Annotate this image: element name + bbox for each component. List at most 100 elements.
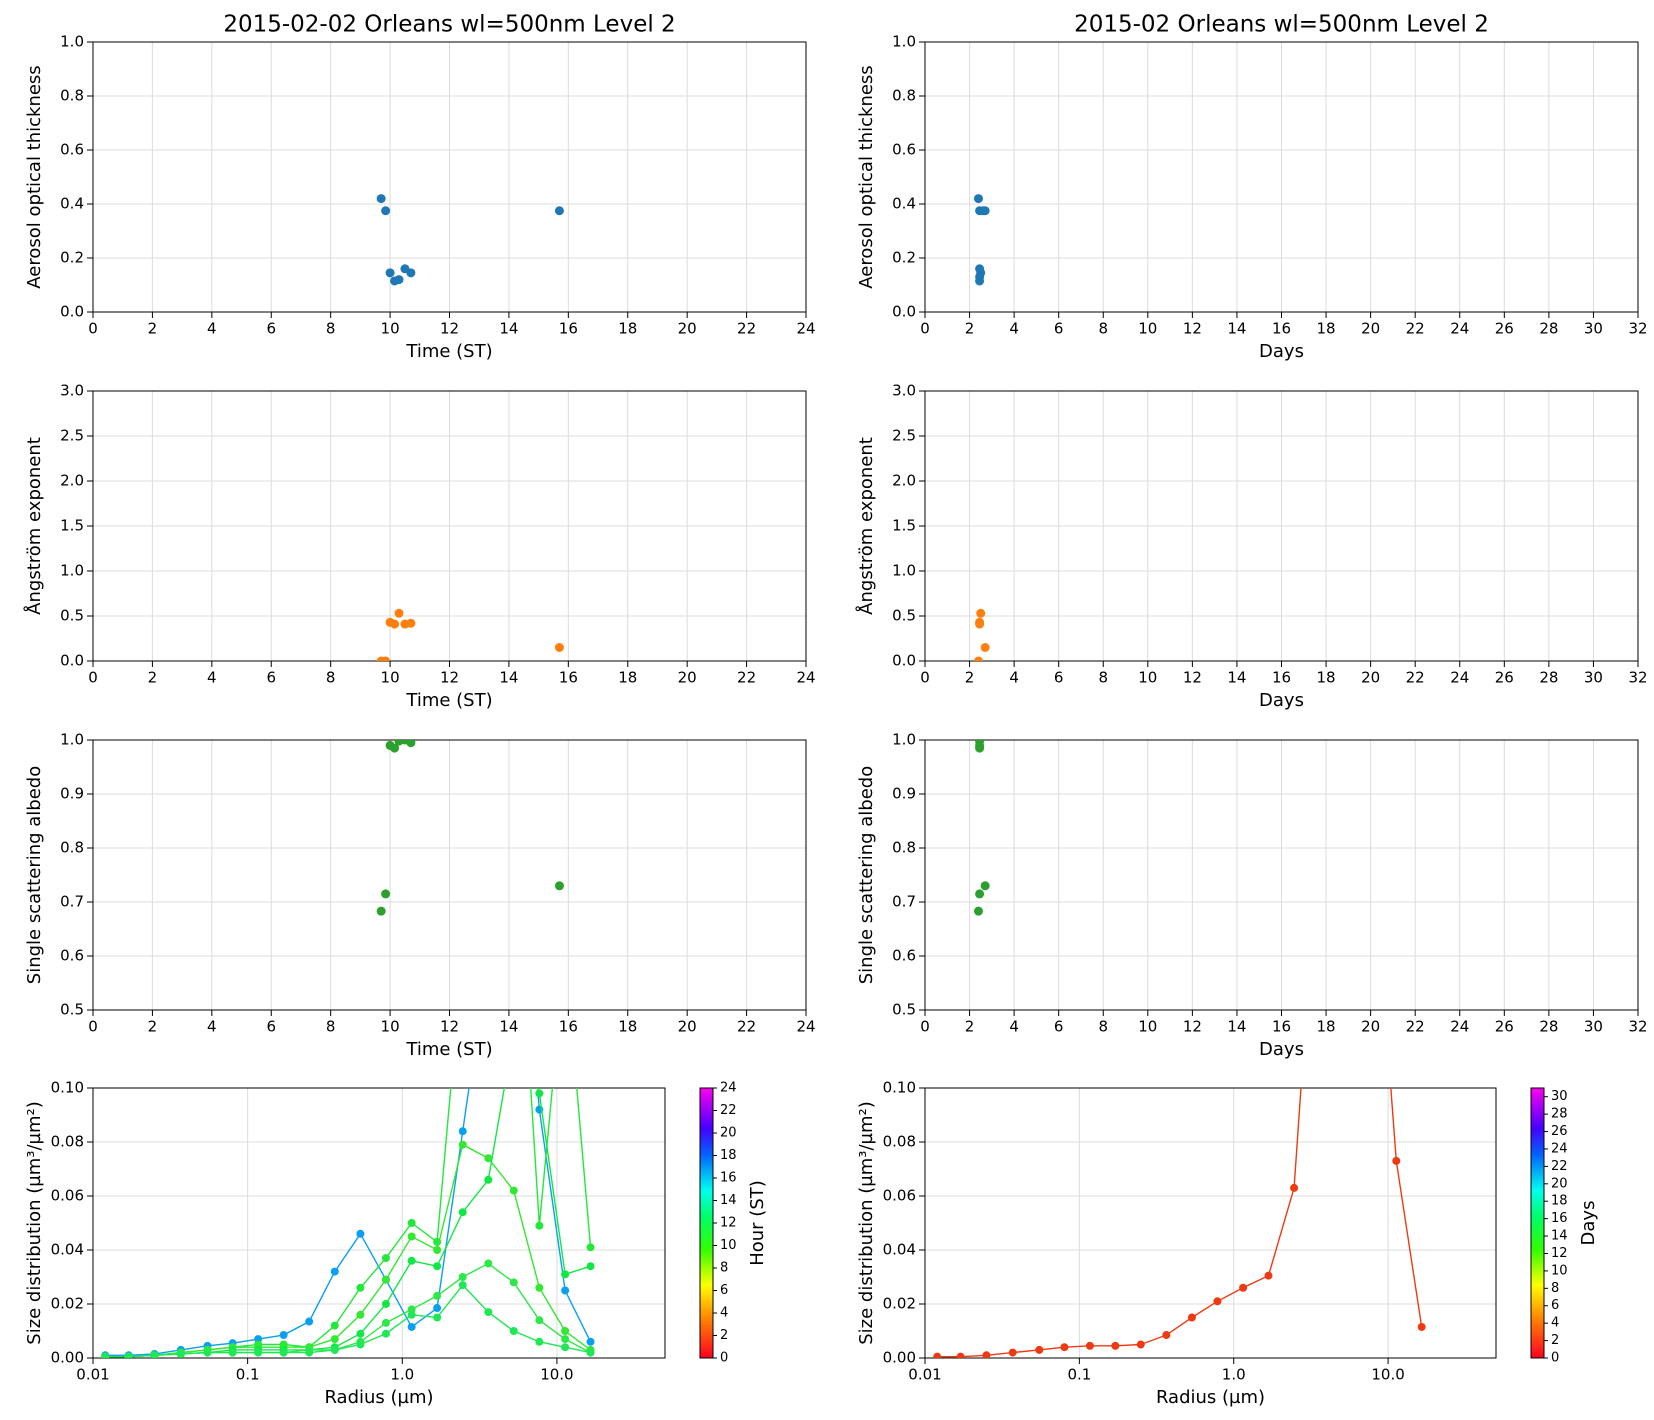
point xyxy=(381,206,391,216)
colorbar-tick-label: 10 xyxy=(720,1238,737,1253)
y-tick-label: 1.0 xyxy=(60,731,84,749)
colorbar-tick-label: 14 xyxy=(1551,1229,1568,1244)
y-tick-label: 0.9 xyxy=(892,785,916,803)
y-tick-label: 1.5 xyxy=(60,517,84,535)
point xyxy=(976,608,986,618)
plot-frame xyxy=(924,739,1639,1011)
x-tick-label: 12 xyxy=(1183,669,1202,687)
colorbar-tick-label: 18 xyxy=(1551,1194,1568,1209)
x-tick-label: 20 xyxy=(678,1018,697,1036)
y-tick-label: 0.2 xyxy=(60,249,84,267)
x-tick-label: 18 xyxy=(1317,320,1336,338)
x-tick-label: 10 xyxy=(381,320,400,338)
x-tick-label: 18 xyxy=(618,669,637,687)
y-tick-label: 0.0 xyxy=(60,652,84,670)
x-tick-label: 22 xyxy=(1406,669,1425,687)
x-tick-label: 30 xyxy=(1584,1018,1603,1036)
point xyxy=(535,1337,544,1346)
colorbar xyxy=(1530,1087,1545,1359)
point xyxy=(406,618,416,628)
point xyxy=(975,264,985,274)
panel: 0 2 4 6 8 10 12 14 16 18 20 22 24 26 28 30 320.50.60.70.… xyxy=(856,731,1648,1061)
x-tick-label: 4 xyxy=(1009,320,1019,338)
x-tick-label: 32 xyxy=(1628,1018,1647,1036)
y-axis-label: Single scattering albedo xyxy=(24,766,45,984)
x-tick-label: 22 xyxy=(1406,1018,1425,1036)
point xyxy=(176,1349,185,1358)
y-tick-label: 1.0 xyxy=(60,562,84,580)
y-tick-label: 0.06 xyxy=(883,1187,916,1205)
panel: 0.01 0.1 1.0 10.0 0.00 0.02 0.04 0.06 0.08 0.10 Ra… xyxy=(856,1079,1599,1409)
y-tick-label: 0.0 xyxy=(60,303,84,321)
plot-area xyxy=(376,740,564,916)
y-tick-label: 0.0 xyxy=(892,303,916,321)
point xyxy=(458,1208,467,1217)
point xyxy=(407,1219,416,1227)
colorbar-tick-label: 12 xyxy=(720,1216,737,1231)
point xyxy=(973,194,983,204)
point xyxy=(356,1340,365,1349)
point xyxy=(956,1352,965,1358)
point xyxy=(586,1348,595,1357)
x-tick-label: 22 xyxy=(737,1018,756,1036)
colorbar-tick-label: 8 xyxy=(1551,1281,1559,1296)
point xyxy=(975,272,985,282)
point xyxy=(535,1283,544,1292)
y-tick-label: 0.08 xyxy=(51,1133,84,1151)
point xyxy=(124,1352,133,1358)
colorbar-tick-label: 30 xyxy=(1551,1089,1568,1104)
x-tick-label: 2 xyxy=(148,320,158,338)
y-tick-label: 0.8 xyxy=(892,87,916,105)
x-tick-label: 12 xyxy=(1183,1018,1202,1036)
x-tick-label: 18 xyxy=(618,320,637,338)
panel: 0 2 4 6 8 10 12 14 16 18 20 22 24 26 28 30 320.00.51.01.… xyxy=(855,382,1648,712)
colorbar-label: Days xyxy=(1578,1201,1599,1246)
point xyxy=(980,206,990,216)
point xyxy=(554,643,564,652)
point xyxy=(381,1318,390,1327)
point xyxy=(279,1348,288,1357)
y-tick-label: 0.00 xyxy=(883,1349,916,1367)
point xyxy=(535,1221,544,1230)
y-axis-label: Single scattering albedo xyxy=(856,766,877,984)
y-tick-label: 0.4 xyxy=(60,195,84,213)
y-axis-label: Size distribution (µm³/µm²) xyxy=(24,1101,45,1344)
point xyxy=(535,1089,544,1098)
point xyxy=(561,1335,570,1344)
point xyxy=(394,608,404,618)
x-tick-label: 4 xyxy=(207,669,217,687)
x-tick-label: 22 xyxy=(737,669,756,687)
x-tick-label: 4 xyxy=(207,320,217,338)
plot-frame xyxy=(924,390,1639,662)
x-tick-label: 10.0 xyxy=(1371,1366,1404,1384)
y-axis-label: Ångström exponent xyxy=(23,437,45,615)
point xyxy=(381,656,391,661)
point xyxy=(381,1300,390,1308)
point xyxy=(561,1286,570,1295)
y-tick-label: 0.6 xyxy=(60,141,84,159)
x-tick-label: 0 xyxy=(920,669,930,687)
x-tick-label: 24 xyxy=(796,669,815,687)
panel: 0 2 4 6 8 10 12 14 16 18 20 22 240.00.20.40.60.81.02… xyxy=(24,12,816,363)
plot-frame xyxy=(924,1087,1497,1359)
point xyxy=(509,1278,518,1287)
panel: 0.01 0.1 1.0 10.0 0.00 0.02 0.04 0.06 0.08 0.10 Ra… xyxy=(24,1079,768,1409)
colorbar-tick-label: 0 xyxy=(720,1351,728,1366)
y-tick-label: 0.06 xyxy=(51,1187,84,1205)
x-tick-label: 16 xyxy=(559,1018,578,1036)
x-tick-label: 16 xyxy=(1272,320,1291,338)
x-axis-label: Days xyxy=(1259,1039,1304,1060)
colorbar-tick-label: 8 xyxy=(720,1261,728,1276)
x-tick-label: 24 xyxy=(1450,669,1469,687)
point xyxy=(381,889,391,899)
x-axis-label: Days xyxy=(1259,690,1304,711)
y-tick-label: 0.10 xyxy=(51,1079,84,1097)
x-tick-label: 10.0 xyxy=(540,1366,573,1384)
point xyxy=(484,1308,493,1317)
colorbar-tick-label: 2 xyxy=(1551,1333,1559,1348)
point xyxy=(376,906,386,916)
colorbar-tick-label: 24 xyxy=(720,1081,737,1096)
y-tick-label: 0.8 xyxy=(892,839,916,857)
x-tick-label: 8 xyxy=(326,320,336,338)
